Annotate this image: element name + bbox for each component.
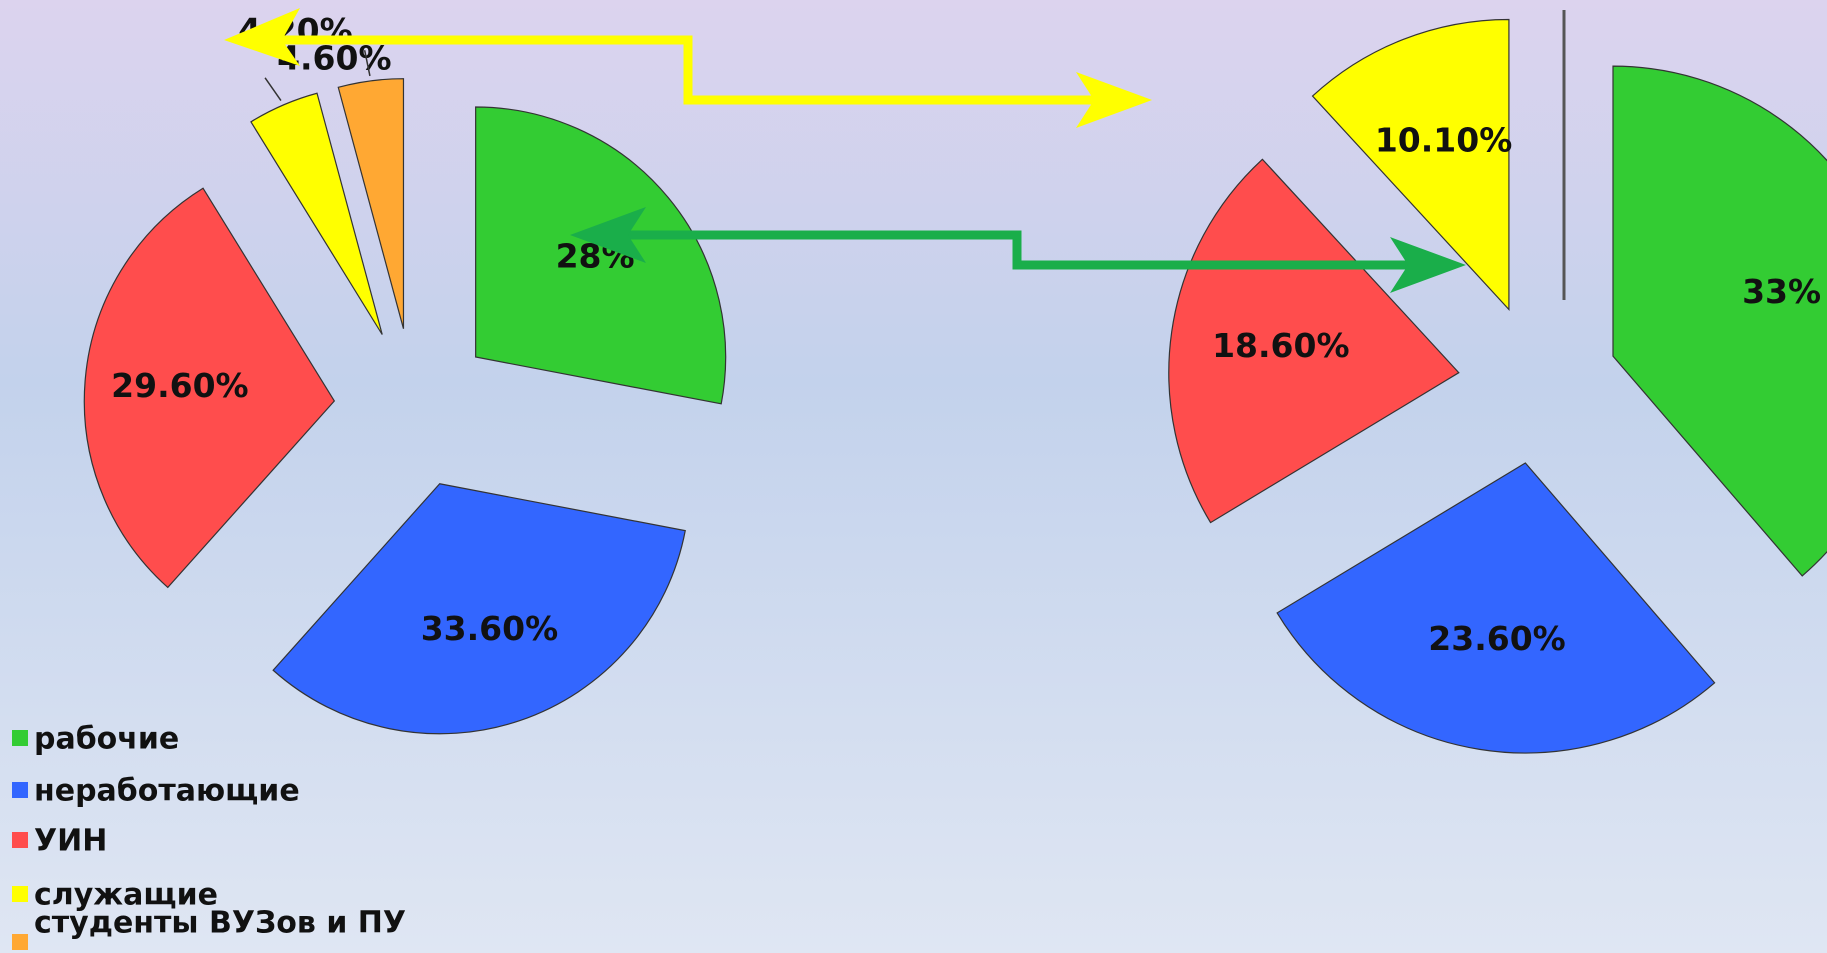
data-label: 33.60% [421, 609, 558, 648]
green-connector [590, 230, 1440, 270]
legend-label: неработающие [34, 774, 300, 809]
data-label: 29.60% [111, 366, 248, 405]
pie-slice [250, 92, 383, 335]
legend-label: студенты ВУЗов и ПУ [34, 906, 406, 941]
legend-label: служащие [34, 878, 218, 913]
pie-slice [1168, 158, 1460, 524]
pie-slice [272, 483, 686, 735]
legend-swatch [12, 886, 28, 902]
pie-slice [1612, 65, 1827, 577]
legend-swatch [12, 782, 28, 798]
legend-label: рабочие [34, 722, 179, 757]
leader-line [363, 50, 371, 77]
green-arrowhead [570, 207, 646, 263]
data-label: 18.60% [1212, 326, 1349, 365]
data-label: 23.60% [1428, 619, 1565, 658]
yellow-connector [240, 35, 1140, 105]
pie-slice [1311, 18, 1510, 312]
legend-swatch [12, 934, 28, 950]
pie-slice [337, 78, 405, 329]
pies: 28%33.60%29.60%4.60%4.20%33%23.60%18.60%… [83, 11, 1827, 754]
yellow-arrowhead [1076, 72, 1152, 128]
pie-slice [1276, 462, 1716, 754]
pie-slice [83, 187, 336, 589]
legend-label: УИН [34, 824, 107, 859]
leader-line [264, 77, 282, 101]
data-label: 4.60% [277, 38, 392, 77]
green-arrowhead [1390, 237, 1466, 293]
legend-swatch [12, 730, 28, 746]
pie-slice [475, 106, 727, 405]
yellow-arrowhead [224, 8, 300, 66]
data-label: 10.10% [1375, 120, 1512, 159]
legend-swatch [12, 832, 28, 848]
data-label: 33% [1742, 272, 1821, 311]
